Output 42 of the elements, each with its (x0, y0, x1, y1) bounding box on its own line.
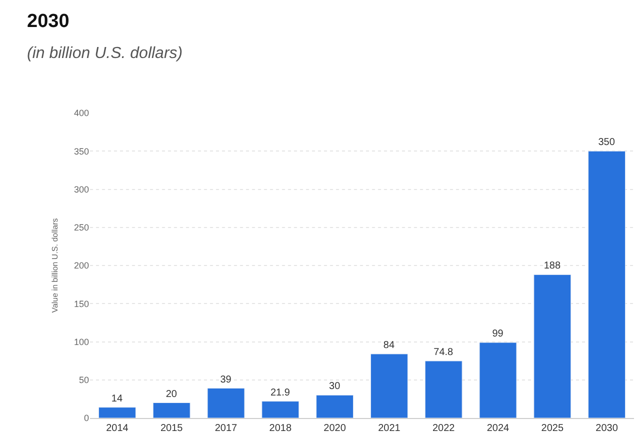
x-tick-label: 2020 (324, 423, 346, 434)
bar (479, 342, 517, 418)
y-tick-label: 0 (84, 413, 89, 424)
x-tick-label: 2018 (269, 423, 292, 434)
bar (207, 388, 245, 418)
bar (262, 401, 300, 418)
y-tick-label: 200 (74, 260, 89, 271)
bar (424, 360, 462, 418)
data-label: 350 (598, 137, 616, 148)
x-tick-label: 2014 (106, 423, 129, 434)
x-tick-label: 2022 (432, 423, 456, 434)
data-label: 21.9 (270, 387, 290, 398)
data-label: 30 (329, 381, 341, 392)
data-label: 99 (492, 328, 504, 340)
y-tick-label: 350 (74, 146, 89, 156)
chart-title: 2030 (27, 11, 70, 32)
chart-subtitle: (in billion U.S. dollars) (27, 45, 183, 62)
bar (316, 394, 354, 418)
data-label: 74.8 (434, 346, 454, 358)
x-tick-label: 2030 (596, 423, 618, 434)
y-axis-title: Value in billion U.S. dollars (50, 218, 60, 313)
bar (370, 354, 408, 418)
x-tick-label: 2025 (541, 423, 564, 434)
bar (152, 402, 190, 418)
x-tick-label: 2017 (214, 423, 238, 434)
y-tick-label: 50 (78, 375, 89, 386)
x-tick-label: 2015 (160, 423, 184, 434)
y-tick-label: 400 (74, 108, 89, 118)
bar (534, 274, 572, 418)
data-label: 188 (544, 260, 561, 272)
bar (588, 150, 626, 418)
data-label: 39 (220, 374, 232, 386)
y-tick-label: 150 (74, 298, 89, 309)
y-tick-label: 250 (74, 222, 89, 233)
x-tick-label: 2021 (378, 423, 401, 434)
y-tick-label: 300 (74, 184, 89, 194)
x-tick-label: 2024 (486, 423, 510, 434)
data-label: 84 (383, 340, 395, 351)
data-label: 14 (111, 393, 123, 404)
data-label: 20 (166, 388, 178, 400)
y-tick-label: 100 (74, 336, 89, 347)
bar (98, 407, 136, 418)
